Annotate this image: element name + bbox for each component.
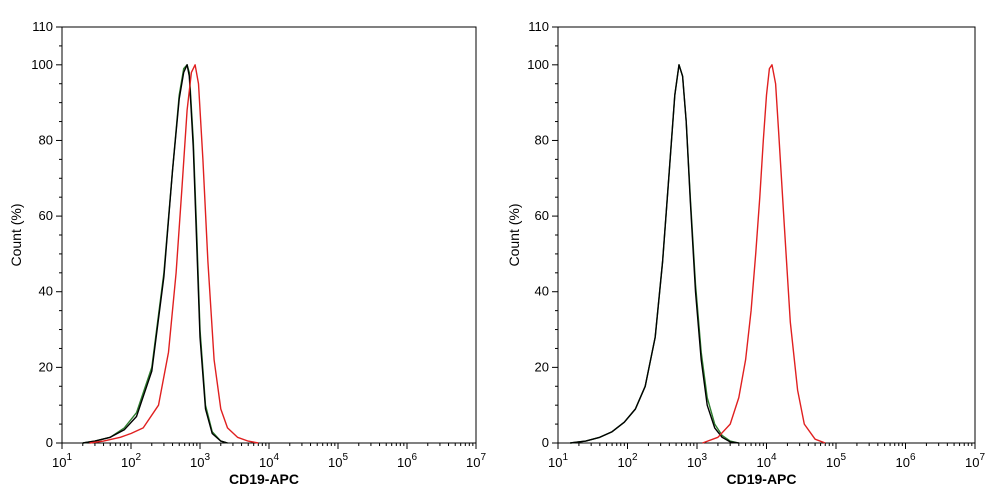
x-axis-label: CD19-APC xyxy=(229,471,299,487)
x-tick-exponent: 6 xyxy=(411,452,417,463)
x-tick-exponent: 4 xyxy=(273,452,279,463)
x-tick-label: 107 xyxy=(965,452,985,470)
x-tick-exponent: 2 xyxy=(135,452,141,463)
x-tick-exponent: 4 xyxy=(771,452,777,463)
y-tick-label: 80 xyxy=(535,132,549,147)
x-tick-base: 10 xyxy=(548,455,562,470)
y-tick-label: 100 xyxy=(31,57,53,72)
x-tick-exponent: 5 xyxy=(840,452,846,463)
x-tick-label: 106 xyxy=(895,452,915,470)
y-tick-label: 110 xyxy=(528,19,549,34)
x-tick-label: 101 xyxy=(548,452,568,470)
x-tick-label: 103 xyxy=(687,452,707,470)
x-tick-base: 10 xyxy=(397,455,411,470)
x-tick-exponent: 3 xyxy=(204,452,210,463)
x-axis-label: CD19-APC xyxy=(726,471,796,487)
x-tick-exponent: 1 xyxy=(562,452,568,463)
y-tick-label: 80 xyxy=(39,132,53,147)
y-tick-label: 110 xyxy=(32,19,53,34)
x-tick-base: 10 xyxy=(826,455,840,470)
histogram-series-line-1 xyxy=(570,64,739,444)
y-tick-label: 0 xyxy=(542,435,549,450)
x-tick-exponent: 6 xyxy=(910,452,916,463)
x-tick-exponent: 1 xyxy=(66,452,72,463)
y-tick-label: 40 xyxy=(535,284,549,299)
histogram-series-line-1 xyxy=(82,64,228,444)
x-tick-label: 107 xyxy=(466,452,486,470)
x-tick-label: 105 xyxy=(328,452,348,470)
y-axis-label: Count (%) xyxy=(8,203,24,266)
x-tick-label: 105 xyxy=(826,452,846,470)
x-tick-label: 102 xyxy=(617,452,637,470)
x-tick-base: 10 xyxy=(895,455,909,470)
x-tick-label: 101 xyxy=(52,452,72,470)
y-axis-label: Count (%) xyxy=(506,203,522,266)
x-tick-label: 104 xyxy=(756,452,776,470)
y-tick-label: 60 xyxy=(39,208,53,223)
histogram-series-line-2 xyxy=(702,64,826,444)
x-tick-base: 10 xyxy=(687,455,701,470)
x-tick-base: 10 xyxy=(52,455,66,470)
x-tick-exponent: 5 xyxy=(342,452,348,463)
x-tick-label: 103 xyxy=(190,452,210,470)
x-tick-exponent: 3 xyxy=(701,452,707,463)
x-tick-label: 106 xyxy=(397,452,417,470)
x-tick-base: 10 xyxy=(756,455,770,470)
x-tick-base: 10 xyxy=(121,455,135,470)
x-tick-base: 10 xyxy=(965,455,979,470)
x-tick-base: 10 xyxy=(328,455,342,470)
x-tick-exponent: 2 xyxy=(632,452,638,463)
x-tick-label: 104 xyxy=(259,452,279,470)
y-tick-label: 40 xyxy=(39,284,53,299)
x-tick-exponent: 7 xyxy=(480,452,486,463)
histogram-series-line-0 xyxy=(570,64,739,444)
x-tick-base: 10 xyxy=(190,455,204,470)
x-tick-label: 102 xyxy=(121,452,141,470)
y-tick-label: 0 xyxy=(46,435,53,450)
histogram-series-line-0 xyxy=(82,64,228,444)
y-tick-label: 100 xyxy=(527,57,549,72)
y-tick-label: 20 xyxy=(535,359,549,374)
x-tick-exponent: 7 xyxy=(979,452,985,463)
x-tick-base: 10 xyxy=(466,455,480,470)
histogram-series-line-2 xyxy=(89,64,259,444)
x-tick-base: 10 xyxy=(259,455,273,470)
y-tick-label: 20 xyxy=(39,359,53,374)
plot-frame xyxy=(61,26,477,444)
x-tick-base: 10 xyxy=(617,455,631,470)
y-tick-label: 60 xyxy=(535,208,549,223)
